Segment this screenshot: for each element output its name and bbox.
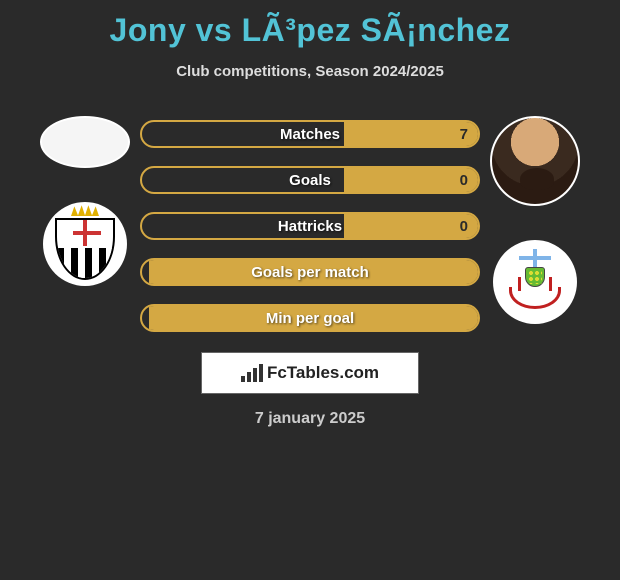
stat-label: Min per goal bbox=[142, 306, 478, 330]
left-club-crest bbox=[55, 208, 115, 280]
left-player-column bbox=[30, 110, 140, 286]
generated-date: 7 january 2025 bbox=[0, 410, 620, 428]
comparison-area: Matches7Goals0Hattricks0Goals per matchM… bbox=[0, 110, 620, 332]
stat-row: Goals0 bbox=[140, 166, 480, 194]
stat-row: Matches7 bbox=[140, 120, 480, 148]
right-club-crest bbox=[498, 245, 572, 319]
bar-chart-icon bbox=[241, 364, 263, 382]
right-player-column bbox=[480, 110, 590, 324]
stats-column: Matches7Goals0Hattricks0Goals per matchM… bbox=[140, 110, 480, 332]
stat-value-right: 0 bbox=[460, 168, 468, 192]
stat-label: Goals per match bbox=[142, 260, 478, 284]
stat-label: Goals bbox=[142, 168, 478, 192]
brand-text: FcTables.com bbox=[267, 363, 379, 383]
left-club-logo bbox=[43, 202, 127, 286]
stat-row: Goals per match bbox=[140, 258, 480, 286]
page-title: Jony vs LÃ³pez SÃ¡nchez bbox=[0, 0, 620, 49]
stat-label: Hattricks bbox=[142, 214, 478, 238]
stat-value-right: 7 bbox=[460, 122, 468, 146]
subtitle: Club competitions, Season 2024/2025 bbox=[0, 63, 620, 80]
stat-row: Hattricks0 bbox=[140, 212, 480, 240]
left-player-photo bbox=[40, 116, 130, 168]
stat-value-right: 0 bbox=[460, 214, 468, 238]
right-club-logo bbox=[493, 240, 577, 324]
stat-row: Min per goal bbox=[140, 304, 480, 332]
brand-watermark: FcTables.com bbox=[201, 352, 419, 394]
right-player-photo bbox=[490, 116, 580, 206]
stat-label: Matches bbox=[142, 122, 478, 146]
